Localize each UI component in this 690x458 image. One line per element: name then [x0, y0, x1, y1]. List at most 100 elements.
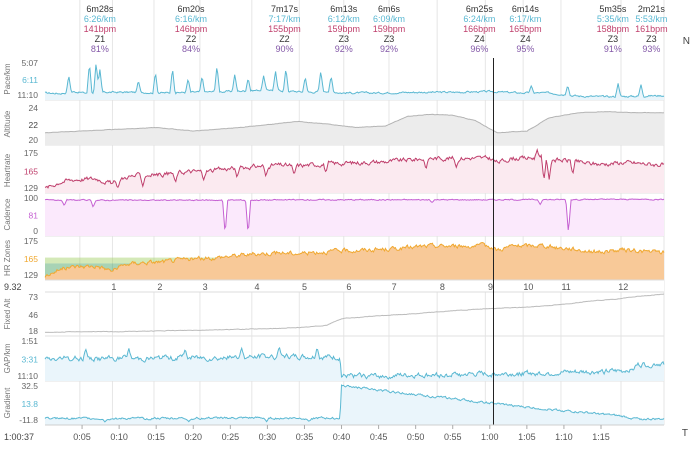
lap-summary-text: 5:53/km: [635, 14, 667, 24]
panel-label: Pace/km: [3, 63, 12, 94]
lap-summary-text: 141bpm: [84, 24, 117, 34]
side-label-top: N: [682, 36, 690, 47]
x-tick-label: 0:40: [333, 432, 351, 442]
series-area-6: [45, 347, 664, 381]
lap-summary-text: 166bpm: [463, 24, 496, 34]
y-tick-label: 11:10: [17, 90, 38, 100]
series-line-4: [44, 241, 665, 278]
lap-summary-text: 6:26/km: [84, 14, 116, 24]
x-tick-label: 1:10: [555, 432, 573, 442]
lap-summary-text: 93%: [642, 44, 660, 54]
x-tick-label: 1:15: [592, 432, 610, 442]
lap-summary-text: 84%: [182, 44, 200, 54]
panel-label: HR Zones: [3, 240, 12, 276]
lap-number: 10: [523, 282, 533, 292]
lap-summary-text: 155bpm: [268, 24, 301, 34]
x-tick-label: 1:00: [481, 432, 499, 442]
series-line-3: [44, 198, 665, 230]
lap-summary-text: 6m6s: [378, 4, 401, 14]
y-tick-label: 24: [29, 103, 39, 113]
panel-label: Cadence: [3, 198, 12, 231]
series-area-3: [45, 198, 664, 236]
lap-summary-text: 7m17s: [271, 4, 299, 14]
y-tick-label: 165: [24, 254, 38, 264]
lap-summary-text: Z1: [95, 34, 106, 44]
lap-summary-text: 6m14s: [512, 4, 540, 14]
lap-summary-text: 91%: [604, 44, 622, 54]
lap-summary-text: 7:17/km: [268, 14, 300, 24]
y-tick-label: 1:51: [21, 336, 38, 346]
y-tick-label: 32.5: [21, 381, 38, 391]
x-tick-label: 0:10: [110, 432, 128, 442]
lap-summary-text: 92%: [380, 44, 398, 54]
lap-summary-text: 2m21s: [638, 4, 666, 14]
lap-summary-text: Z3: [384, 34, 395, 44]
series-area-7: [45, 385, 664, 425]
series-area-2: [45, 149, 664, 193]
lap-strip-bg: [0, 280, 664, 292]
lap-summary-text: Z2: [186, 34, 197, 44]
lap-number: 7: [392, 282, 397, 292]
x-tick-label: 0:05: [73, 432, 91, 442]
x-tick-label: 0:25: [222, 432, 240, 442]
lap-summary-text: 5:35/km: [597, 14, 629, 24]
lap-summary-text: 6m25s: [466, 4, 494, 14]
lap-summary-text: Z4: [474, 34, 485, 44]
lap-number: 6: [346, 282, 351, 292]
lap-summary-text: Z3: [338, 34, 349, 44]
panel-label: Fixed Alt: [3, 298, 12, 329]
lap-number: 2: [157, 282, 162, 292]
series-area-1: [45, 111, 664, 145]
series-line-7: [44, 384, 665, 423]
panel-label: Altitude: [3, 110, 12, 137]
y-tick-label: 6:11: [22, 75, 38, 85]
lap-summary-text: Z3: [608, 34, 619, 44]
lap-summary-text: 159bpm: [327, 24, 360, 34]
lap-summary-text: 6:12/km: [328, 14, 360, 24]
lap-summary-text: 6m28s: [86, 4, 114, 14]
lap-summary-text: 95%: [516, 44, 534, 54]
lap-summary-text: Z3: [646, 34, 657, 44]
x-tick-label: 1:05: [518, 432, 536, 442]
lap-summary-text: 6:09/km: [373, 14, 405, 24]
series-line-2: [44, 148, 665, 189]
lap-summary-text: 96%: [470, 44, 488, 54]
lap-summary-text: Z2: [279, 34, 290, 44]
y-tick-label: 13.8: [21, 399, 38, 409]
lap-summary-text: 6m13s: [330, 4, 358, 14]
lap-summary-text: 92%: [335, 44, 353, 54]
y-tick-label: 0: [33, 226, 38, 236]
lap-number: 4: [255, 282, 260, 292]
lap-number: 8: [440, 282, 445, 292]
y-tick-label: 129: [24, 270, 38, 280]
y-tick-label: 18: [29, 326, 39, 336]
lap-number: 1: [111, 282, 116, 292]
x-tick-label: 0:30: [259, 432, 277, 442]
y-tick-label: 5:07: [21, 58, 38, 68]
y-tick-label: 175: [24, 236, 38, 246]
x-tick-label: 0:20: [184, 432, 202, 442]
lap-summary-text: 158bpm: [597, 24, 630, 34]
series-area-0: [45, 64, 664, 100]
lap-number: 3: [203, 282, 208, 292]
y-tick-label: 165: [24, 167, 38, 177]
lap-number: 9: [488, 282, 493, 292]
y-tick-label: -11.8: [19, 415, 38, 425]
y-tick-label: 22: [29, 120, 39, 130]
series-line-1: [45, 111, 665, 134]
lap-summary-text: Z4: [520, 34, 531, 44]
panel-label: Heartrate: [3, 153, 12, 187]
series-area-4: [45, 242, 664, 280]
lap-summary-text: 161bpm: [635, 24, 668, 34]
y-tick-label: 46: [29, 310, 39, 320]
x-tick-label: 0:50: [407, 432, 425, 442]
lap-summary-text: 146bpm: [175, 24, 208, 34]
lap-summary-text: 90%: [275, 44, 293, 54]
lap-summary-text: 6:17/km: [509, 14, 541, 24]
lap-number: 5: [302, 282, 307, 292]
y-tick-label: 3:31: [21, 355, 38, 365]
y-tick-label: 11:10: [17, 371, 38, 381]
y-tick-label: 81: [29, 211, 39, 221]
lap-summary-text: 5m35s: [599, 4, 627, 14]
